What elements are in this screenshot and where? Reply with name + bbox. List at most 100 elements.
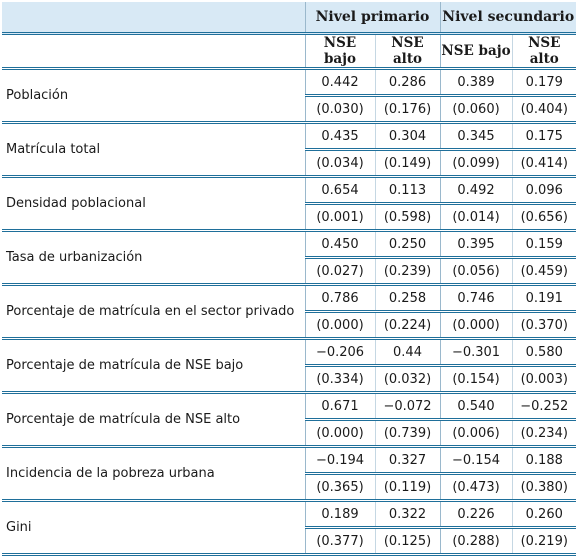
- row-label: Porcentaje de matrícula de NSE bajo: [2, 338, 305, 394]
- pvalue-cell: (0.000): [439, 311, 512, 340]
- pvalue-cell: (0.027): [304, 257, 375, 286]
- coefficient-cell: 0.113: [374, 176, 440, 205]
- pvalue-cell: (0.001): [304, 203, 375, 232]
- table-row-pvalues: (0.000) (0.739) (0.006) (0.234): [2, 419, 577, 448]
- pvalue-cell: (0.365): [304, 473, 375, 502]
- coefficient-cell: 0.492: [439, 176, 512, 205]
- coefficient-cell: 0.188: [511, 446, 577, 475]
- coefficient-cell: 0.191: [511, 284, 577, 313]
- table-row: Población 0.442 0.286 0.389 0.179: [2, 68, 577, 124]
- pvalue-cell: (0.154): [439, 365, 512, 394]
- coefficient-cell: −0.206: [304, 338, 375, 367]
- coefficient-cell: 0.179: [511, 68, 577, 97]
- coefficient-cell: 0.327: [374, 446, 440, 475]
- pvalue-cell: (0.370): [511, 311, 577, 340]
- pvalue-cell: (0.219): [511, 527, 577, 556]
- row-label: Porcentaje de matrícula en el sector pri…: [2, 284, 305, 340]
- subheader-col-2: NSE alto: [374, 33, 440, 70]
- coefficient-cell: 0.345: [439, 122, 512, 151]
- pvalue-cell: (0.380): [511, 473, 577, 502]
- pvalue-cell: (0.288): [439, 527, 512, 556]
- coefficient-cell: 0.44: [374, 338, 440, 367]
- group-header-secondary: Nivel secundario: [439, 2, 577, 35]
- pvalue-cell: (0.003): [511, 365, 577, 394]
- coefficient-cell: 0.540: [439, 392, 512, 421]
- pvalue-cell: (0.377): [304, 527, 375, 556]
- coefficient-cell: 0.671: [304, 392, 375, 421]
- table-row: Gini 0.189 0.322 0.226 0.260: [2, 500, 577, 556]
- pvalue-cell: (0.459): [511, 257, 577, 286]
- coefficient-cell: 0.786: [304, 284, 375, 313]
- pvalue-cell: (0.334): [304, 365, 375, 394]
- table-body: Población 0.442 0.286 0.389 0.179 (0.030) (0.1…: [2, 68, 577, 556]
- coefficient-cell: 0.580: [511, 338, 577, 367]
- table-row: Porcentaje de matrícula de NSE bajo −0.20…: [2, 338, 577, 394]
- coefficient-cell: 0.189: [304, 500, 375, 529]
- table-row-pvalues: (0.365) (0.119) (0.473) (0.380): [2, 473, 577, 502]
- subheader-col-3: NSE bajo: [439, 33, 512, 70]
- header-corner: [2, 2, 305, 35]
- pvalue-cell: (0.404): [511, 95, 577, 124]
- pvalue-cell: (0.056): [439, 257, 512, 286]
- pvalue-cell: (0.598): [374, 203, 440, 232]
- coefficient-cell: 0.250: [374, 230, 440, 259]
- table-row-pvalues: (0.034) (0.149) (0.099) (0.414): [2, 149, 577, 178]
- subheader-col-4: NSE alto: [511, 33, 577, 70]
- pvalue-cell: (0.149): [374, 149, 440, 178]
- pvalue-cell: (0.006): [439, 419, 512, 448]
- subheader-corner: [2, 33, 305, 70]
- coefficient-cell: 0.096: [511, 176, 577, 205]
- pvalue-cell: (0.014): [439, 203, 512, 232]
- table-row: Porcentaje de matrícula de NSE alto 0.671…: [2, 392, 577, 448]
- pvalue-cell: (0.125): [374, 527, 440, 556]
- coefficient-cell: 0.175: [511, 122, 577, 151]
- coefficient-cell: −0.072: [374, 392, 440, 421]
- table-row: Tasa de urbanización 0.450 0.250 0.395 0.159: [2, 230, 577, 286]
- pvalue-cell: (0.224): [374, 311, 440, 340]
- coefficient-cell: 0.260: [511, 500, 577, 529]
- table-row: Incidencia de la pobreza urbana −0.194 0.3…: [2, 446, 577, 502]
- coefficient-cell: 0.258: [374, 284, 440, 313]
- coefficient-cell: 0.654: [304, 176, 375, 205]
- pvalue-cell: (0.099): [439, 149, 512, 178]
- row-label: Población: [2, 68, 305, 124]
- coefficient-cell: −0.194: [304, 446, 375, 475]
- pvalue-cell: (0.060): [439, 95, 512, 124]
- row-label: Porcentaje de matrícula de NSE alto: [2, 392, 305, 448]
- coefficient-cell: 0.389: [439, 68, 512, 97]
- pvalue-cell: (0.234): [511, 419, 577, 448]
- pvalue-cell: (0.239): [374, 257, 440, 286]
- table-row-pvalues: (0.000) (0.224) (0.000) (0.370): [2, 311, 577, 340]
- coefficient-cell: −0.301: [439, 338, 512, 367]
- coefficient-cell: 0.322: [374, 500, 440, 529]
- pvalue-cell: (0.414): [511, 149, 577, 178]
- pvalue-cell: (0.656): [511, 203, 577, 232]
- table-row-pvalues: (0.027) (0.239) (0.056) (0.459): [2, 257, 577, 286]
- table-row: Porcentaje de matrícula en el sector pri…: [2, 284, 577, 340]
- table-row: Densidad poblacional 0.654 0.113 0.492 0.096: [2, 176, 577, 232]
- table-row-pvalues: (0.001) (0.598) (0.014) (0.656): [2, 203, 577, 232]
- pvalue-cell: (0.176): [374, 95, 440, 124]
- coefficient-cell: 0.442: [304, 68, 375, 97]
- pvalue-cell: (0.000): [304, 311, 375, 340]
- subheader-row: NSE bajo NSE alto NSE bajo NSE alto: [2, 33, 577, 70]
- coefficient-cell: 0.286: [374, 68, 440, 97]
- row-label: Incidencia de la pobreza urbana: [2, 446, 305, 502]
- coefficient-cell: 0.159: [511, 230, 577, 259]
- pvalue-cell: (0.034): [304, 149, 375, 178]
- pvalue-cell: (0.739): [374, 419, 440, 448]
- coefficient-cell: 0.746: [439, 284, 512, 313]
- coefficient-cell: −0.154: [439, 446, 512, 475]
- coefficient-cell: 0.435: [304, 122, 375, 151]
- pvalue-cell: (0.030): [304, 95, 375, 124]
- subheader-col-1: NSE bajo: [304, 33, 375, 70]
- pvalue-cell: (0.473): [439, 473, 512, 502]
- pvalue-cell: (0.000): [304, 419, 375, 448]
- row-label: Tasa de urbanización: [2, 230, 305, 286]
- coefficient-cell: 0.304: [374, 122, 440, 151]
- table-row-pvalues: (0.334) (0.032) (0.154) (0.003): [2, 365, 577, 394]
- coefficient-cell: 0.450: [304, 230, 375, 259]
- group-header-row: Nivel primario Nivel secundario: [2, 2, 577, 35]
- pvalue-cell: (0.032): [374, 365, 440, 394]
